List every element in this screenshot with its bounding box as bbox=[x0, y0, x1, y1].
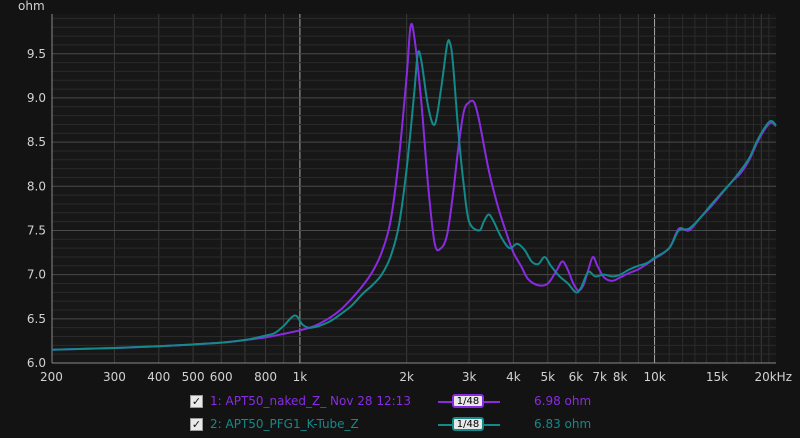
x-tick-label: 15k bbox=[706, 370, 728, 384]
y-tick-label: 7.0 bbox=[27, 268, 46, 282]
legend-row-2[interactable]: ✓ 2: APT50_PFG1_K-Tube_Z 1/48 6.83 ohm bbox=[190, 415, 591, 433]
x-tick-label: 400 bbox=[147, 370, 170, 384]
y-tick-label: 6.5 bbox=[27, 312, 46, 326]
x-tick-label: 6k bbox=[569, 370, 584, 384]
series-1-checkbox[interactable]: ✓ bbox=[190, 394, 203, 408]
series-2-checkbox[interactable]: ✓ bbox=[190, 417, 203, 431]
series-1-smoothing[interactable]: 1/48 bbox=[438, 394, 500, 408]
y-tick-label: 8.5 bbox=[27, 135, 46, 149]
series-line-2 bbox=[51, 39, 777, 351]
x-tick-label: 3k bbox=[462, 370, 477, 384]
y-tick-label: 9.5 bbox=[27, 47, 46, 61]
x-tick-label: 500 bbox=[182, 370, 205, 384]
x-tick-label: 4k bbox=[506, 370, 521, 384]
series-2-smoothing-label[interactable]: 1/48 bbox=[452, 417, 484, 431]
series-1-name: 1: APT50_naked_Z_ Nov 28 12:13 bbox=[210, 394, 411, 408]
x-tick-label: 2k bbox=[399, 370, 414, 384]
x-tick-label: 800 bbox=[254, 370, 277, 384]
x-tick-label: 300 bbox=[103, 370, 126, 384]
series-2-name: 2: APT50_PFG1_K-Tube_Z bbox=[210, 417, 359, 431]
series-2-smoothing[interactable]: 1/48 bbox=[438, 417, 500, 431]
x-tick-label: 1k bbox=[293, 370, 308, 384]
x-tick-label: 200 bbox=[40, 370, 63, 384]
x-tick-label: 10k bbox=[643, 370, 665, 384]
x-tick-label: 20kHz bbox=[754, 370, 792, 384]
plot-area bbox=[52, 14, 776, 363]
series-1-value: 6.98 ohm bbox=[534, 394, 592, 408]
x-tick-label: 8k bbox=[613, 370, 628, 384]
x-tick-label: 600 bbox=[210, 370, 233, 384]
y-tick-label: 6.0 bbox=[27, 356, 46, 370]
y-tick-label: 8.0 bbox=[27, 179, 46, 193]
series-1-smoothing-label[interactable]: 1/48 bbox=[452, 394, 484, 408]
legend-row-1[interactable]: ✓ 1: APT50_naked_Z_ Nov 28 12:13 1/48 6.… bbox=[190, 392, 591, 410]
y-tick-label: 7.5 bbox=[27, 223, 46, 237]
y-axis-label: ohm bbox=[18, 0, 45, 13]
series-2-value: 6.83 ohm bbox=[534, 417, 592, 431]
x-tick-label: 5k bbox=[540, 370, 555, 384]
y-tick-label: 9.0 bbox=[27, 91, 46, 105]
x-tick-label: 7k bbox=[592, 370, 607, 384]
